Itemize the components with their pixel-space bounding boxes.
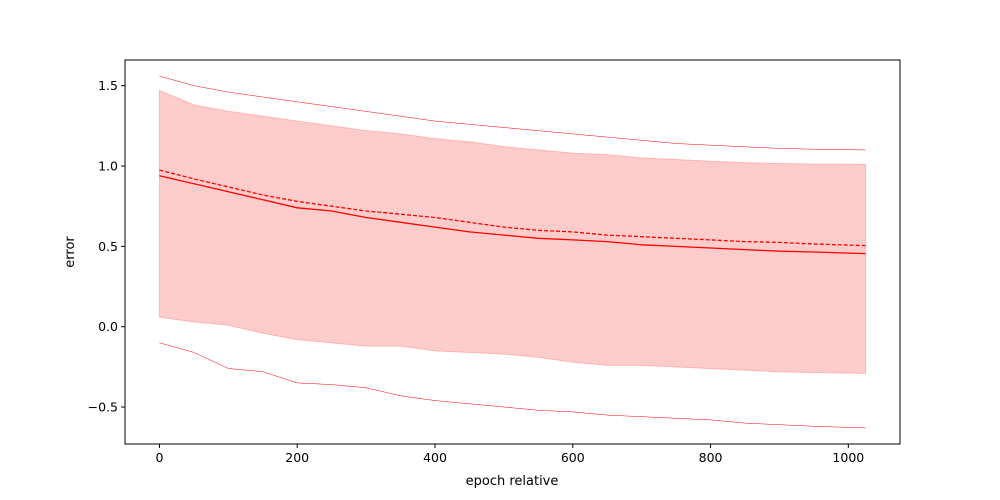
plot-frame: [124, 59, 901, 445]
dashed-series-line: [159, 169, 866, 247]
y-axis: −0.5 0.0 0.5 1.0 1.5: [88, 78, 125, 415]
solid-series-line: [159, 175, 866, 255]
y-tick-label: 0.0: [98, 319, 118, 334]
x-axis: 0 200 400 600 800 1000: [155, 444, 864, 465]
y-tick-label: −0.5: [88, 400, 118, 415]
x-axis-label: epoch relative: [466, 474, 559, 489]
y-tick-label: 0.5: [98, 239, 118, 254]
y-tick-label: 1.0: [98, 159, 118, 174]
y-tick-label: 1.5: [98, 78, 118, 93]
x-tick-label: 800: [699, 450, 723, 465]
x-tick-label: 400: [423, 450, 447, 465]
confidence-band: [158, 89, 867, 374]
lower-bound-line: [159, 342, 866, 429]
upper-bound-line: [159, 75, 866, 151]
x-tick-label: 200: [285, 450, 309, 465]
x-tick-label: 600: [561, 450, 585, 465]
y-axis-label: error: [63, 236, 78, 268]
plot-marks: [158, 75, 867, 429]
x-tick-label: 1000: [832, 450, 864, 465]
x-tick-label: 0: [155, 450, 163, 465]
